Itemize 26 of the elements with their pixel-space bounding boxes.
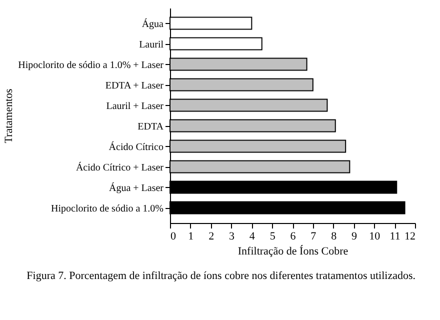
x-axis-title: Infiltração de Íons Cobre xyxy=(238,244,348,258)
text: Figura 7. Porcentagem de infiltração de íons cobre nos diferentes tratamentos utilizados. xyxy=(26,270,416,282)
x-tick-label: 7 xyxy=(310,230,317,242)
x-tick-label: 9 xyxy=(352,230,358,242)
y-tick-label: Hipoclorito de sódio a 1.0% xyxy=(51,203,164,214)
x-tick-label: 0 xyxy=(170,230,176,242)
y-tick-label: Lauril + Laser xyxy=(106,100,164,112)
y-axis-title: Tratamentos xyxy=(3,88,16,144)
x-tick-label: 5 xyxy=(270,230,276,242)
x-tick-label: 1 xyxy=(188,230,194,242)
y-tick-label: Água + Laser xyxy=(108,182,164,194)
x-tick-label: 12 xyxy=(404,230,416,242)
x-tick-label: 4 xyxy=(249,230,256,242)
x-tick-label: 2 xyxy=(208,230,214,242)
x-tick-label: 3 xyxy=(229,230,235,242)
x-tick-label: 6 xyxy=(290,230,296,242)
x-tick-label: 8 xyxy=(331,230,338,242)
y-tick-label: Ácido Cítrico + Laser xyxy=(76,161,164,174)
x-tick-label: 11 xyxy=(390,230,400,242)
y-tick-label: Lauril xyxy=(139,39,164,50)
y-tick-label: EDTA + Laser xyxy=(105,80,164,92)
y-tick-label: Água xyxy=(142,18,164,30)
y-tick-label: EDTA xyxy=(138,121,164,132)
y-tick-label: Ácido Cítrico xyxy=(108,140,164,153)
y-tick-label: Hipoclorito de sódio a 1.0% + Laser xyxy=(18,60,164,71)
x-tick-label: 10 xyxy=(369,230,381,242)
